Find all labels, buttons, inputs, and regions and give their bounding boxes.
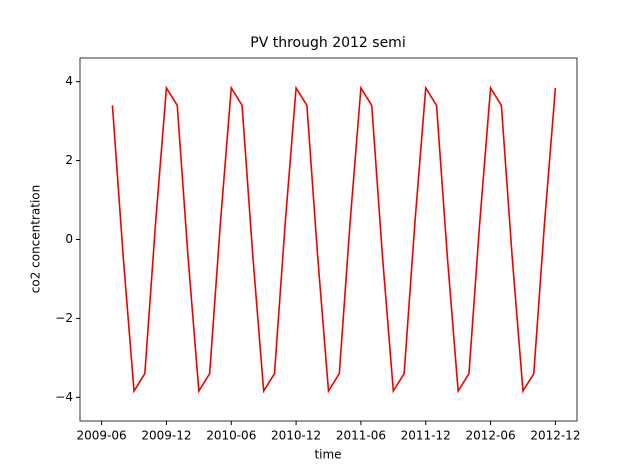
y-tick-label: 0 xyxy=(65,232,73,246)
x-tick-label: 2009-06 xyxy=(77,429,127,443)
x-tick-label: 2010-12 xyxy=(271,429,321,443)
x-axis-label: time xyxy=(314,448,341,462)
y-axis-label: co2 concentration xyxy=(29,185,43,294)
y-tick-label: −4 xyxy=(55,390,73,404)
x-tick-label: 2011-12 xyxy=(401,429,451,443)
x-tick-label: 2012-06 xyxy=(465,429,515,443)
x-tick-label: 2011-06 xyxy=(336,429,386,443)
y-tick-label: 2 xyxy=(65,153,73,167)
y-tick-label: −2 xyxy=(55,311,73,325)
chart-title: PV through 2012 semi xyxy=(250,35,405,51)
x-tick-label: 2009-12 xyxy=(141,429,191,443)
x-tick-label: 2010-06 xyxy=(206,429,256,443)
line-series xyxy=(111,85,557,394)
x-tick-label: 2012-12 xyxy=(530,429,580,443)
y-tick-label: 4 xyxy=(65,74,73,88)
